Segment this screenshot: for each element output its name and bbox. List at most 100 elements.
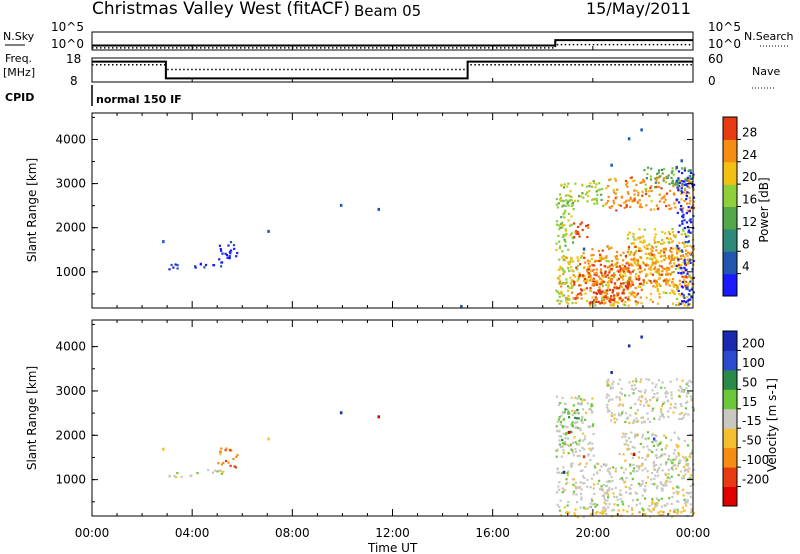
data-point xyxy=(628,381,631,384)
data-point xyxy=(229,464,232,467)
data-point xyxy=(686,381,689,385)
data-point xyxy=(685,202,689,205)
data-point xyxy=(595,292,599,296)
data-point xyxy=(681,183,684,186)
data-point xyxy=(689,495,692,498)
data-point xyxy=(653,228,657,231)
data-point xyxy=(621,503,625,506)
data-point xyxy=(589,304,592,307)
data-point xyxy=(575,487,578,490)
data-point xyxy=(689,395,692,398)
data-point xyxy=(174,476,177,479)
data-point xyxy=(579,284,582,287)
data-point xyxy=(608,247,611,251)
data-point xyxy=(575,294,578,297)
data-point xyxy=(596,291,600,294)
data-point xyxy=(639,296,642,299)
data-point xyxy=(661,230,664,234)
data-point xyxy=(683,219,686,222)
data-point xyxy=(655,448,658,451)
data-point xyxy=(679,179,683,183)
data-point xyxy=(589,289,592,293)
data-point xyxy=(688,219,691,222)
colorbar-swatch xyxy=(723,273,737,297)
data-point xyxy=(625,199,628,202)
data-point xyxy=(560,291,563,295)
data-point xyxy=(556,448,559,451)
data-point xyxy=(648,243,651,246)
data-point xyxy=(672,452,675,455)
data-point xyxy=(567,182,570,185)
y-tick-label: 2000 xyxy=(55,221,86,235)
data-point xyxy=(614,301,617,304)
data-point xyxy=(612,202,616,205)
data-point xyxy=(677,445,680,448)
data-point xyxy=(633,436,636,439)
data-point xyxy=(617,509,620,512)
data-point xyxy=(556,503,559,506)
data-point xyxy=(567,302,570,305)
data-point xyxy=(607,260,610,263)
data-point xyxy=(665,192,669,195)
data-point xyxy=(681,241,684,244)
data-point xyxy=(176,267,179,270)
data-point xyxy=(586,278,589,281)
data-point xyxy=(638,278,641,281)
data-point xyxy=(679,470,682,473)
data-point xyxy=(626,510,629,513)
data-point xyxy=(683,276,686,279)
data-point xyxy=(620,392,623,395)
data-point xyxy=(624,179,628,182)
data-point xyxy=(596,283,599,286)
data-point xyxy=(594,505,597,508)
data-point xyxy=(377,207,380,211)
data-point xyxy=(224,449,227,452)
data-point xyxy=(577,258,580,261)
data-point xyxy=(654,181,657,184)
data-point xyxy=(567,500,570,503)
data-point xyxy=(682,475,685,478)
data-point xyxy=(653,241,656,244)
data-point xyxy=(625,440,629,443)
data-point xyxy=(609,387,613,391)
colorbar-tick-label: -200 xyxy=(742,473,769,487)
data-point xyxy=(668,249,672,252)
data-point xyxy=(588,447,591,450)
data-point xyxy=(660,505,663,508)
data-point xyxy=(676,186,679,189)
data-point xyxy=(560,471,563,475)
data-point xyxy=(162,447,165,451)
data-point xyxy=(228,257,231,260)
data-point xyxy=(679,266,682,269)
data-point xyxy=(682,254,685,257)
data-point xyxy=(668,204,671,207)
data-point xyxy=(678,292,681,296)
data-point xyxy=(661,487,664,491)
data-point xyxy=(654,256,657,259)
data-point xyxy=(685,276,688,279)
data-point xyxy=(637,285,640,288)
data-point xyxy=(616,258,619,261)
data-point xyxy=(608,271,611,274)
data-point xyxy=(607,286,610,289)
data-point xyxy=(620,269,623,272)
data-point xyxy=(685,395,688,398)
data-point xyxy=(610,263,613,266)
data-point xyxy=(654,282,658,285)
data-point xyxy=(558,416,561,419)
data-point xyxy=(339,411,343,415)
data-point xyxy=(651,499,654,502)
data-point xyxy=(583,277,587,280)
data-point xyxy=(657,499,660,502)
data-point xyxy=(640,378,643,381)
data-point xyxy=(656,302,660,305)
colorbar-swatch xyxy=(723,331,737,351)
data-point xyxy=(683,389,686,392)
data-point xyxy=(595,183,598,186)
data-point xyxy=(651,441,654,444)
data-point xyxy=(655,383,658,386)
data-point xyxy=(631,270,634,273)
data-point xyxy=(576,486,579,489)
data-point xyxy=(654,177,657,180)
data-point xyxy=(664,279,667,282)
